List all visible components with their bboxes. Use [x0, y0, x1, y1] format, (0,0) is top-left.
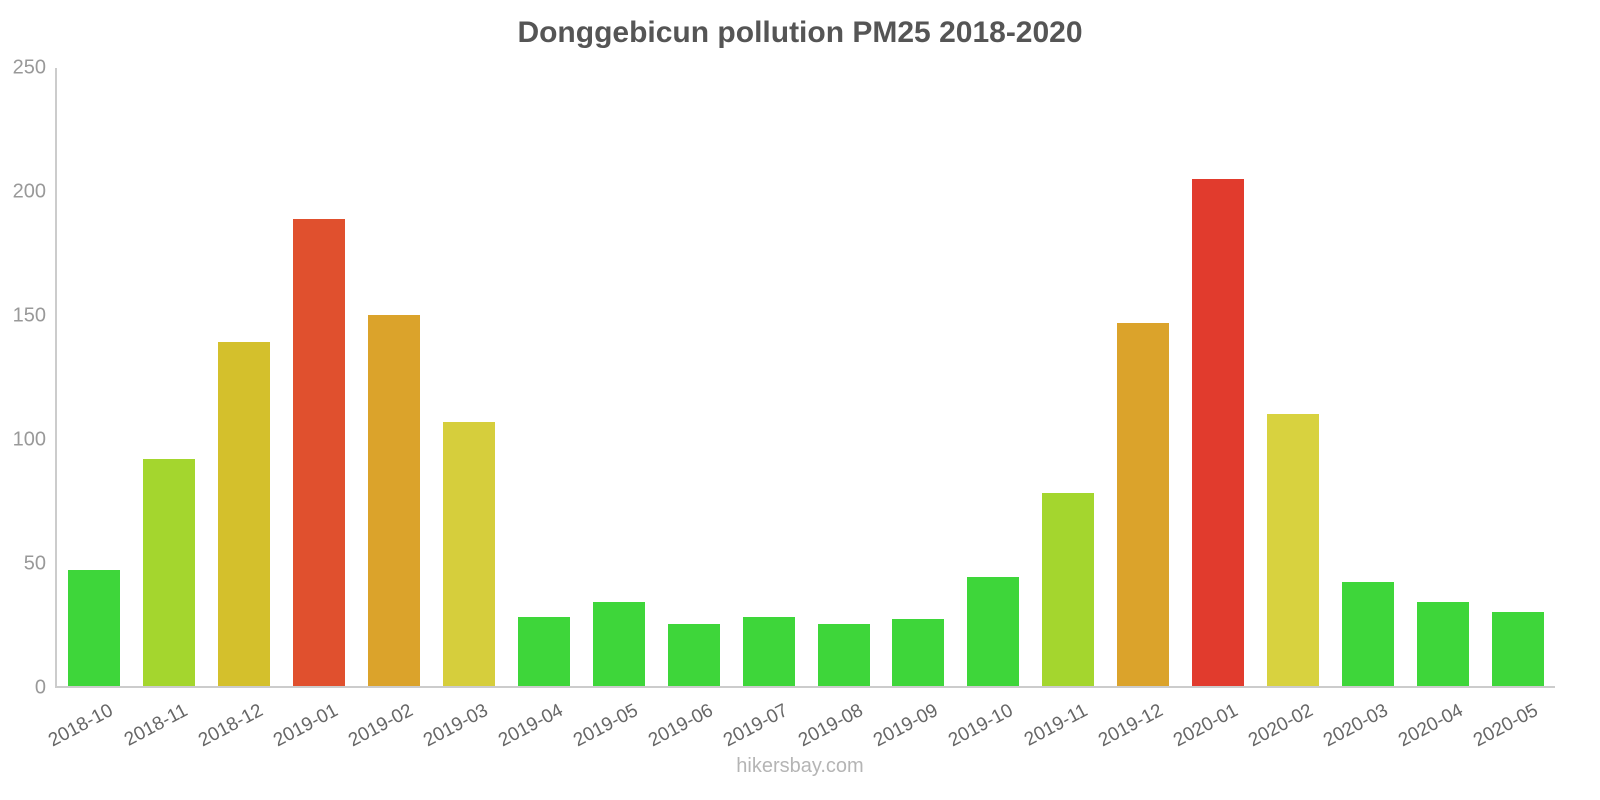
- x-slot-2020-03: 2020-03: [1320, 690, 1405, 751]
- bar-slot-2020-03: [1330, 68, 1405, 686]
- bar-2019-08: [817, 624, 870, 686]
- bar-slot-2019-01: [282, 68, 357, 686]
- bar-slot-2020-04: [1405, 68, 1480, 686]
- bar-slot-2018-11: [132, 68, 207, 686]
- x-tick-label-2019-10: 2019-10: [944, 700, 1017, 752]
- bar-slot-2019-02: [357, 68, 432, 686]
- x-tick-label-2019-07: 2019-07: [719, 700, 792, 752]
- x-axis: 2018-10 2018-11 2018-12 2019-01 2019-02 2019-…: [45, 690, 1555, 751]
- bar-2019-07: [742, 616, 795, 686]
- y-tick-label-250: 250: [12, 56, 46, 79]
- x-tick-label-2019-01: 2019-01: [269, 700, 342, 752]
- y-axis: 0 50 100 150 200 250: [0, 57, 46, 699]
- bar-2020-02: [1266, 414, 1319, 686]
- bar-slot-2019-05: [581, 68, 656, 686]
- x-slot-2019-05: 2019-05: [570, 690, 655, 751]
- x-tick-label-2019-09: 2019-09: [869, 700, 942, 752]
- bar-slot-2019-07: [731, 68, 806, 686]
- bar-slot-2019-10: [956, 68, 1031, 686]
- bar-slot-2020-05: [1480, 68, 1555, 686]
- bar-2020-05: [1491, 611, 1544, 686]
- bar-2019-02: [368, 315, 421, 686]
- x-slot-2020-05: 2020-05: [1470, 690, 1555, 751]
- bar-slot-2019-12: [1106, 68, 1181, 686]
- x-tick-label-2019-06: 2019-06: [644, 700, 717, 752]
- x-tick-label-2019-03: 2019-03: [419, 700, 492, 752]
- x-slot-2019-06: 2019-06: [645, 690, 730, 751]
- x-tick-label-2019-05: 2019-05: [569, 700, 642, 752]
- x-tick-label-2018-12: 2018-12: [194, 700, 267, 752]
- x-tick-label-2019-08: 2019-08: [794, 700, 867, 752]
- y-tick-label-200: 200: [12, 180, 46, 203]
- x-tick-label-2019-02: 2019-02: [344, 700, 417, 752]
- bar-2019-10: [967, 577, 1020, 686]
- y-tick-label-0: 0: [34, 676, 46, 699]
- x-tick-label-2018-10: 2018-10: [44, 700, 117, 752]
- bar-slot-2018-10: [57, 68, 132, 686]
- watermark-text: hikersbay.com: [736, 755, 864, 777]
- x-tick-label-2019-12: 2019-12: [1094, 700, 1167, 752]
- x-slot-2019-07: 2019-07: [720, 690, 805, 751]
- x-tick-label-2018-11: 2018-11: [121, 700, 192, 751]
- x-slot-2019-02: 2019-02: [345, 690, 430, 751]
- bar-slot-2019-08: [806, 68, 881, 686]
- bar-2019-11: [1042, 493, 1095, 686]
- x-tick-label-2020-04: 2020-04: [1394, 700, 1467, 752]
- y-tick-label-50: 50: [23, 552, 46, 575]
- y-tick-label-100: 100: [12, 428, 46, 451]
- plot-area: [55, 68, 1555, 688]
- x-tick-label-2020-02: 2020-02: [1244, 700, 1317, 752]
- x-slot-2018-10: 2018-10: [45, 690, 130, 751]
- chart-title: Donggebicun pollution PM25 2018-2020: [517, 16, 1083, 49]
- x-slot-2019-04: 2019-04: [495, 690, 580, 751]
- bar-2019-06: [667, 624, 720, 686]
- x-tick-label-2020-03: 2020-03: [1319, 700, 1392, 752]
- y-tick-label-150: 150: [12, 304, 46, 327]
- bar-2019-04: [517, 616, 570, 686]
- bar-slot-2019-09: [881, 68, 956, 686]
- x-slot-2019-09: 2019-09: [870, 690, 955, 751]
- bar-2019-09: [892, 619, 945, 686]
- x-slot-2019-08: 2019-08: [795, 690, 880, 751]
- bar-2020-03: [1341, 582, 1394, 686]
- bar-2020-01: [1192, 179, 1245, 686]
- bar-slot-2019-06: [656, 68, 731, 686]
- bar-slot-2019-11: [1031, 68, 1106, 686]
- x-slot-2020-01: 2020-01: [1170, 690, 1255, 751]
- x-slot-2019-10: 2019-10: [945, 690, 1030, 751]
- bar-2019-12: [1117, 322, 1170, 686]
- bar-2020-04: [1416, 601, 1469, 686]
- bar-slot-2020-02: [1256, 68, 1331, 686]
- bar-slot-2019-04: [506, 68, 581, 686]
- bar-slot-2019-03: [432, 68, 507, 686]
- x-slot-2019-01: 2019-01: [270, 690, 355, 751]
- x-slot-2018-11: 2018-11: [121, 690, 205, 751]
- x-slot-2019-11: 2019-11: [1021, 690, 1105, 751]
- bar-2018-10: [68, 569, 121, 686]
- x-slot-2018-12: 2018-12: [195, 690, 280, 751]
- bar-2018-11: [143, 458, 196, 686]
- bar-2019-03: [442, 421, 495, 686]
- x-tick-label-2019-04: 2019-04: [494, 700, 567, 752]
- x-slot-2020-02: 2020-02: [1245, 690, 1330, 751]
- bar-2019-05: [592, 601, 645, 686]
- bar-slot-2020-01: [1181, 68, 1256, 686]
- bar-slot-2018-12: [207, 68, 282, 686]
- x-slot-2019-03: 2019-03: [420, 690, 505, 751]
- x-tick-label-2020-01: 2020-01: [1169, 700, 1242, 752]
- x-slot-2020-04: 2020-04: [1395, 690, 1480, 751]
- bar-2019-01: [293, 218, 346, 686]
- bar-2018-12: [218, 342, 271, 686]
- x-tick-label-2019-11: 2019-11: [1021, 700, 1092, 751]
- x-slot-2019-12: 2019-12: [1095, 690, 1180, 751]
- x-tick-label-2020-05: 2020-05: [1469, 700, 1542, 752]
